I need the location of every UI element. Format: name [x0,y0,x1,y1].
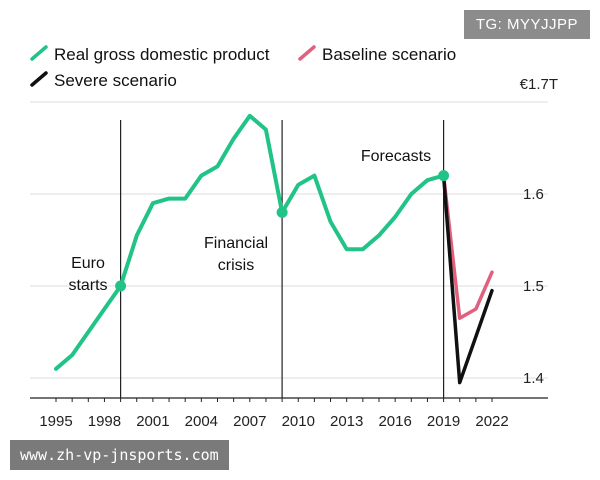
legend-swatch [30,71,48,87]
series-line-baseline [441,173,494,320]
x-tick-label: 1995 [39,413,72,430]
x-axis: 1995 1998 2001 2004 2007 2010 2013 2016 2019 2022 [30,397,548,430]
x-tick-label: 2004 [185,413,218,430]
annotation-euro: starts [68,277,107,294]
event-markers [115,170,450,292]
x-tick-label: 2016 [378,413,411,430]
y-tick-label: €1.7T [520,76,558,93]
event-marker [438,170,450,182]
annotation-crisis: Financial [204,235,268,252]
y-tick-label: 1.4 [523,370,544,387]
x-tick-label: 2013 [330,413,363,430]
legend-label: Baseline scenario [322,45,456,64]
watermark-link[interactable]: www.zh-vp-jnsports.com [10,440,229,470]
x-tick-label: 2007 [233,413,266,430]
annotation-forecasts: Forecasts [361,148,431,165]
annotation-euro: Euro [71,255,105,272]
legend-swatch [30,45,48,61]
annotations: Euro starts Financial crisis Forecasts [68,148,431,294]
x-tick-label: 2010 [282,413,315,430]
event-marker [115,280,127,292]
annotation-crisis: crisis [218,257,254,274]
legend: Real gross domestic product Baseline scen… [30,45,456,90]
series-line-severe [441,173,494,385]
tg-badge: TG: MYYJJPP [463,10,590,39]
y-tick-label: 1.5 [523,278,544,295]
x-tick-label: 2022 [475,413,508,430]
event-marker [276,206,288,218]
y-tick-label: 1.6 [523,186,544,203]
legend-label: Severe scenario [54,71,177,90]
x-tick-label: 2001 [136,413,169,430]
legend-label: Real gross domestic product [54,45,270,64]
legend-swatch [298,45,316,61]
x-tick-label: 2019 [427,413,460,430]
y-axis: 1.4 1.5 1.6 €1.7T [520,76,558,387]
event-lines [119,120,445,398]
gridlines [30,101,548,379]
x-tick-label: 1998 [88,413,121,430]
